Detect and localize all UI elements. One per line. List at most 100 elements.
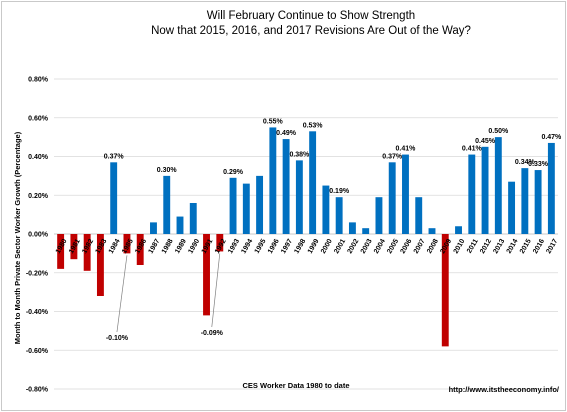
callout-leader-1992 [211,253,221,328]
x-tick-label: 1991 [201,238,215,255]
x-tick-label: 2012 [479,238,493,255]
chart-title-line2: Now that 2015, 2016, and 2017 Revisions … [151,25,471,37]
data-label-2012: 0.45% [475,138,496,145]
x-tick-label: 1999 [307,238,321,255]
bar-2002 [348,222,356,234]
data-label-2017: 0.47% [541,134,562,141]
bar-1988 [163,175,171,234]
x-tick-label: 2017 [545,238,559,255]
data-label-2015: 0.34% [515,159,536,166]
callout-label-1985: -0.10% [106,335,129,342]
x-tick-label: 1990 [187,238,201,255]
data-labels: 0.37% 0.30% 0.29% 0.55% 0.49% 0.38% 0.53% 0.19%… [104,118,562,195]
bar-1998 [295,160,303,234]
x-tick-label: 1982 [81,238,95,255]
x-tick-label: 1987 [148,238,162,255]
bar-1994 [242,183,250,234]
x-tick-label: 1996 [267,238,281,255]
x-tick-label: 1985 [121,238,135,255]
y-tick-label: -0.20% [26,270,49,277]
y-tick-label: 0.80% [28,77,49,84]
x-tick-label: 1988 [161,238,175,255]
data-label-2001: 0.19% [329,188,350,195]
y-tick-label: 0.20% [28,193,49,200]
x-tick-label: 2008 [426,238,440,255]
x-tick-label: 2001 [333,238,347,255]
bar-2014 [508,181,516,234]
bar-2017 [547,142,555,234]
bar-2010 [455,226,462,234]
bar-1984 [110,162,118,234]
y-tick-label: -0.80% [26,387,49,394]
bar-1991 [203,234,210,316]
x-tick-label: 2003 [360,238,374,255]
y-tick-label: 0.60% [28,115,49,122]
data-label-2013: 0.50% [488,128,509,135]
x-tick-label: 1980 [55,238,69,255]
bar-2008 [428,228,436,234]
data-label-1996: 0.55% [263,118,284,125]
bar-1995 [256,175,264,234]
source-credit: http://www.itstheeconomy.info/ [449,385,560,394]
bar-2016 [534,170,542,234]
bar-1981 [70,234,78,260]
x-tick-label: 1998 [293,238,307,255]
bar-2011 [468,154,476,234]
data-label-2005: 0.37% [382,153,403,160]
chart-title-line1: Will February Continue to Show Strength [207,10,415,22]
x-axis-ticks: 1980 1981 1982 1983 1984 1985 1986 1987 1988 1989… [55,238,560,255]
x-tick-label: 1993 [227,238,241,255]
bar-2015 [521,168,529,234]
x-tick-label: 2004 [373,238,387,255]
x-tick-label: 2011 [466,238,480,255]
x-tick-label: 2007 [413,238,427,255]
x-tick-label: 1995 [254,238,268,255]
bar-2007 [415,197,423,234]
data-label-1988: 0.30% [157,167,178,174]
x-tick-label: 2002 [347,238,361,255]
bar-2004 [375,197,383,234]
x-tick-label: 2016 [532,238,546,255]
x-tick-label: 2000 [320,238,334,255]
bar-1980 [57,234,65,269]
bars [57,127,555,347]
bar-2000 [322,185,330,234]
y-axis-ticks: -0.80% -0.60% -0.40% -0.20% 0.00% 0.20% 0.40% 0… [26,77,49,394]
bar-1987 [150,222,157,234]
bar-1993 [229,177,237,234]
callout-labels: -0.10% -0.09% [106,253,224,342]
bar-1990 [189,203,197,234]
bar-2001 [335,197,343,234]
x-tick-label: 2005 [386,238,400,255]
bar-1989 [176,216,184,234]
y-tick-label: 0.40% [28,154,49,161]
x-tick-label: 1986 [134,238,148,255]
x-tick-label: 2013 [492,238,506,255]
y-tick-label: 0.00% [28,232,49,239]
data-label-1999: 0.53% [303,122,324,129]
y-tick-label: -0.40% [26,309,49,316]
x-tick-label: 1997 [280,238,294,255]
bar-1982 [83,234,91,271]
y-axis-title: Month to Month Private Sector Worker Gro… [13,131,22,344]
x-tick-label: 1984 [108,238,122,255]
bar-2009 [441,234,449,347]
callout-leader-1985 [116,255,128,333]
bar-1996 [269,127,277,234]
bar-2012 [481,146,489,234]
data-label-1998: 0.38% [289,151,310,158]
data-label-1993: 0.29% [223,169,244,176]
data-label-1984: 0.37% [104,153,125,160]
x-tick-label: 1983 [95,238,109,255]
y-tick-label: -0.60% [26,348,49,355]
bar-2006 [402,154,409,234]
bar-1986 [136,234,144,265]
data-label-2006: 0.41% [396,146,417,153]
x-tick-label: 1992 [214,238,228,255]
x-tick-label: 2010 [453,238,467,255]
data-label-2016: 0.33% [528,161,549,168]
bar-1983 [96,234,104,296]
x-tick-label: 2006 [400,238,414,255]
bar-1997 [282,139,290,234]
